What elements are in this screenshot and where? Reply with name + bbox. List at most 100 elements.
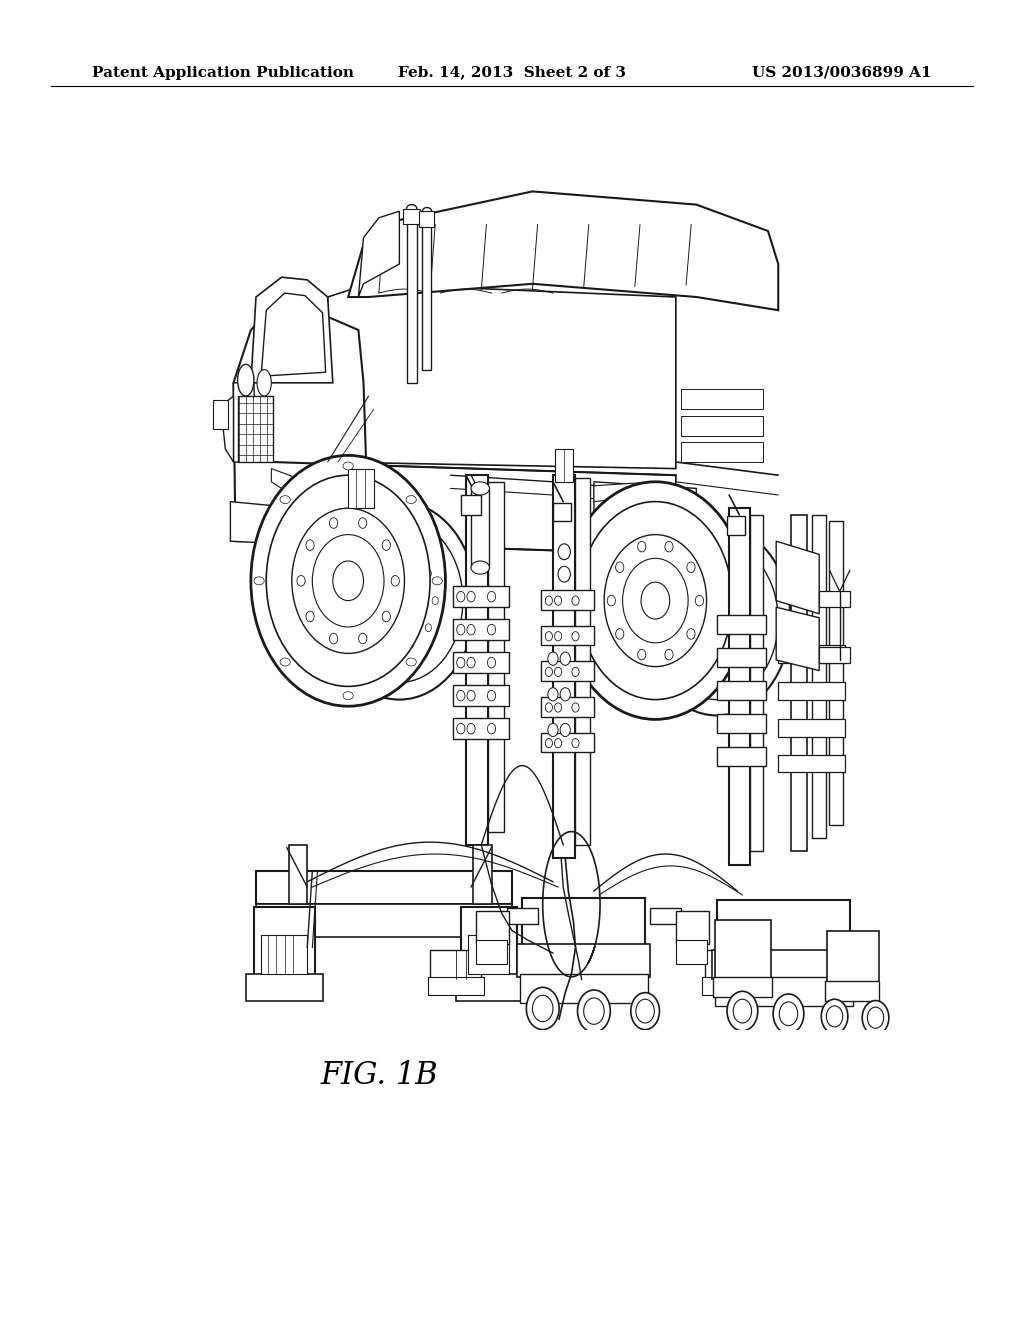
Polygon shape <box>594 482 696 535</box>
Ellipse shape <box>687 562 695 573</box>
Ellipse shape <box>385 553 391 561</box>
Bar <box>681 442 763 462</box>
Ellipse shape <box>408 640 414 648</box>
Ellipse shape <box>457 624 465 635</box>
Bar <box>791 515 807 851</box>
Text: Feb. 14, 2013  Sheet 2 of 3: Feb. 14, 2013 Sheet 2 of 3 <box>398 66 626 79</box>
Ellipse shape <box>487 624 496 635</box>
Bar <box>238 396 273 462</box>
Bar <box>715 920 771 979</box>
Ellipse shape <box>733 999 752 1023</box>
Ellipse shape <box>826 1006 843 1027</box>
Polygon shape <box>302 475 389 528</box>
Ellipse shape <box>297 576 305 586</box>
Ellipse shape <box>572 668 580 676</box>
Ellipse shape <box>546 668 553 676</box>
Ellipse shape <box>457 690 465 701</box>
Bar <box>825 981 879 1001</box>
Ellipse shape <box>578 990 610 1032</box>
Bar <box>403 209 420 224</box>
Ellipse shape <box>703 577 710 585</box>
Ellipse shape <box>471 561 489 574</box>
Ellipse shape <box>862 1001 889 1035</box>
Bar <box>254 907 315 979</box>
Ellipse shape <box>257 370 271 396</box>
Ellipse shape <box>343 692 353 700</box>
Ellipse shape <box>457 723 465 734</box>
Ellipse shape <box>579 502 732 700</box>
Ellipse shape <box>330 634 338 644</box>
Ellipse shape <box>572 739 580 747</box>
Ellipse shape <box>555 702 561 713</box>
Polygon shape <box>261 293 326 376</box>
Bar <box>473 845 492 904</box>
Bar <box>517 944 650 977</box>
Ellipse shape <box>572 702 580 713</box>
Ellipse shape <box>681 616 687 624</box>
Bar <box>541 697 594 717</box>
Bar <box>715 977 853 1006</box>
Ellipse shape <box>487 657 496 668</box>
Ellipse shape <box>607 595 615 606</box>
Polygon shape <box>358 211 399 297</box>
Bar <box>476 940 507 964</box>
Polygon shape <box>594 482 655 502</box>
Ellipse shape <box>280 495 290 503</box>
Ellipse shape <box>655 541 778 700</box>
Polygon shape <box>776 541 819 614</box>
Polygon shape <box>271 462 676 554</box>
Bar <box>256 871 512 904</box>
Bar <box>829 521 843 825</box>
Polygon shape <box>251 277 333 383</box>
Ellipse shape <box>740 642 746 649</box>
Ellipse shape <box>432 577 442 585</box>
Ellipse shape <box>336 519 463 682</box>
Ellipse shape <box>558 544 570 560</box>
Bar <box>453 652 509 673</box>
Ellipse shape <box>532 995 553 1022</box>
Ellipse shape <box>555 597 561 605</box>
Ellipse shape <box>548 652 558 665</box>
Bar <box>461 907 517 979</box>
Bar <box>778 755 845 772</box>
Bar <box>705 950 754 979</box>
Bar <box>553 503 571 521</box>
Bar <box>453 718 509 739</box>
Ellipse shape <box>560 723 570 737</box>
Bar <box>466 475 488 845</box>
Ellipse shape <box>548 688 558 701</box>
Bar <box>729 508 750 865</box>
Bar <box>575 478 590 845</box>
Ellipse shape <box>238 364 254 396</box>
Bar <box>717 714 766 733</box>
Ellipse shape <box>425 624 431 632</box>
Ellipse shape <box>374 568 425 634</box>
Bar <box>476 911 509 944</box>
Ellipse shape <box>292 508 404 653</box>
Text: Patent Application Publication: Patent Application Publication <box>92 66 354 79</box>
Ellipse shape <box>251 455 445 706</box>
Ellipse shape <box>560 652 570 665</box>
Polygon shape <box>233 297 369 541</box>
Bar <box>453 619 509 640</box>
Ellipse shape <box>358 517 367 528</box>
Bar <box>453 685 509 706</box>
Ellipse shape <box>457 591 465 602</box>
Ellipse shape <box>385 640 391 648</box>
Ellipse shape <box>572 632 580 642</box>
Ellipse shape <box>312 535 384 627</box>
Ellipse shape <box>572 597 580 605</box>
Ellipse shape <box>306 540 314 550</box>
Polygon shape <box>271 502 307 528</box>
Ellipse shape <box>665 541 673 552</box>
Ellipse shape <box>821 999 848 1034</box>
Ellipse shape <box>623 558 688 643</box>
Ellipse shape <box>546 597 553 605</box>
Ellipse shape <box>391 576 399 586</box>
Bar <box>717 900 850 953</box>
Bar <box>778 682 845 700</box>
Ellipse shape <box>333 561 364 601</box>
Bar <box>422 211 431 370</box>
Ellipse shape <box>584 998 604 1024</box>
Ellipse shape <box>555 632 561 642</box>
